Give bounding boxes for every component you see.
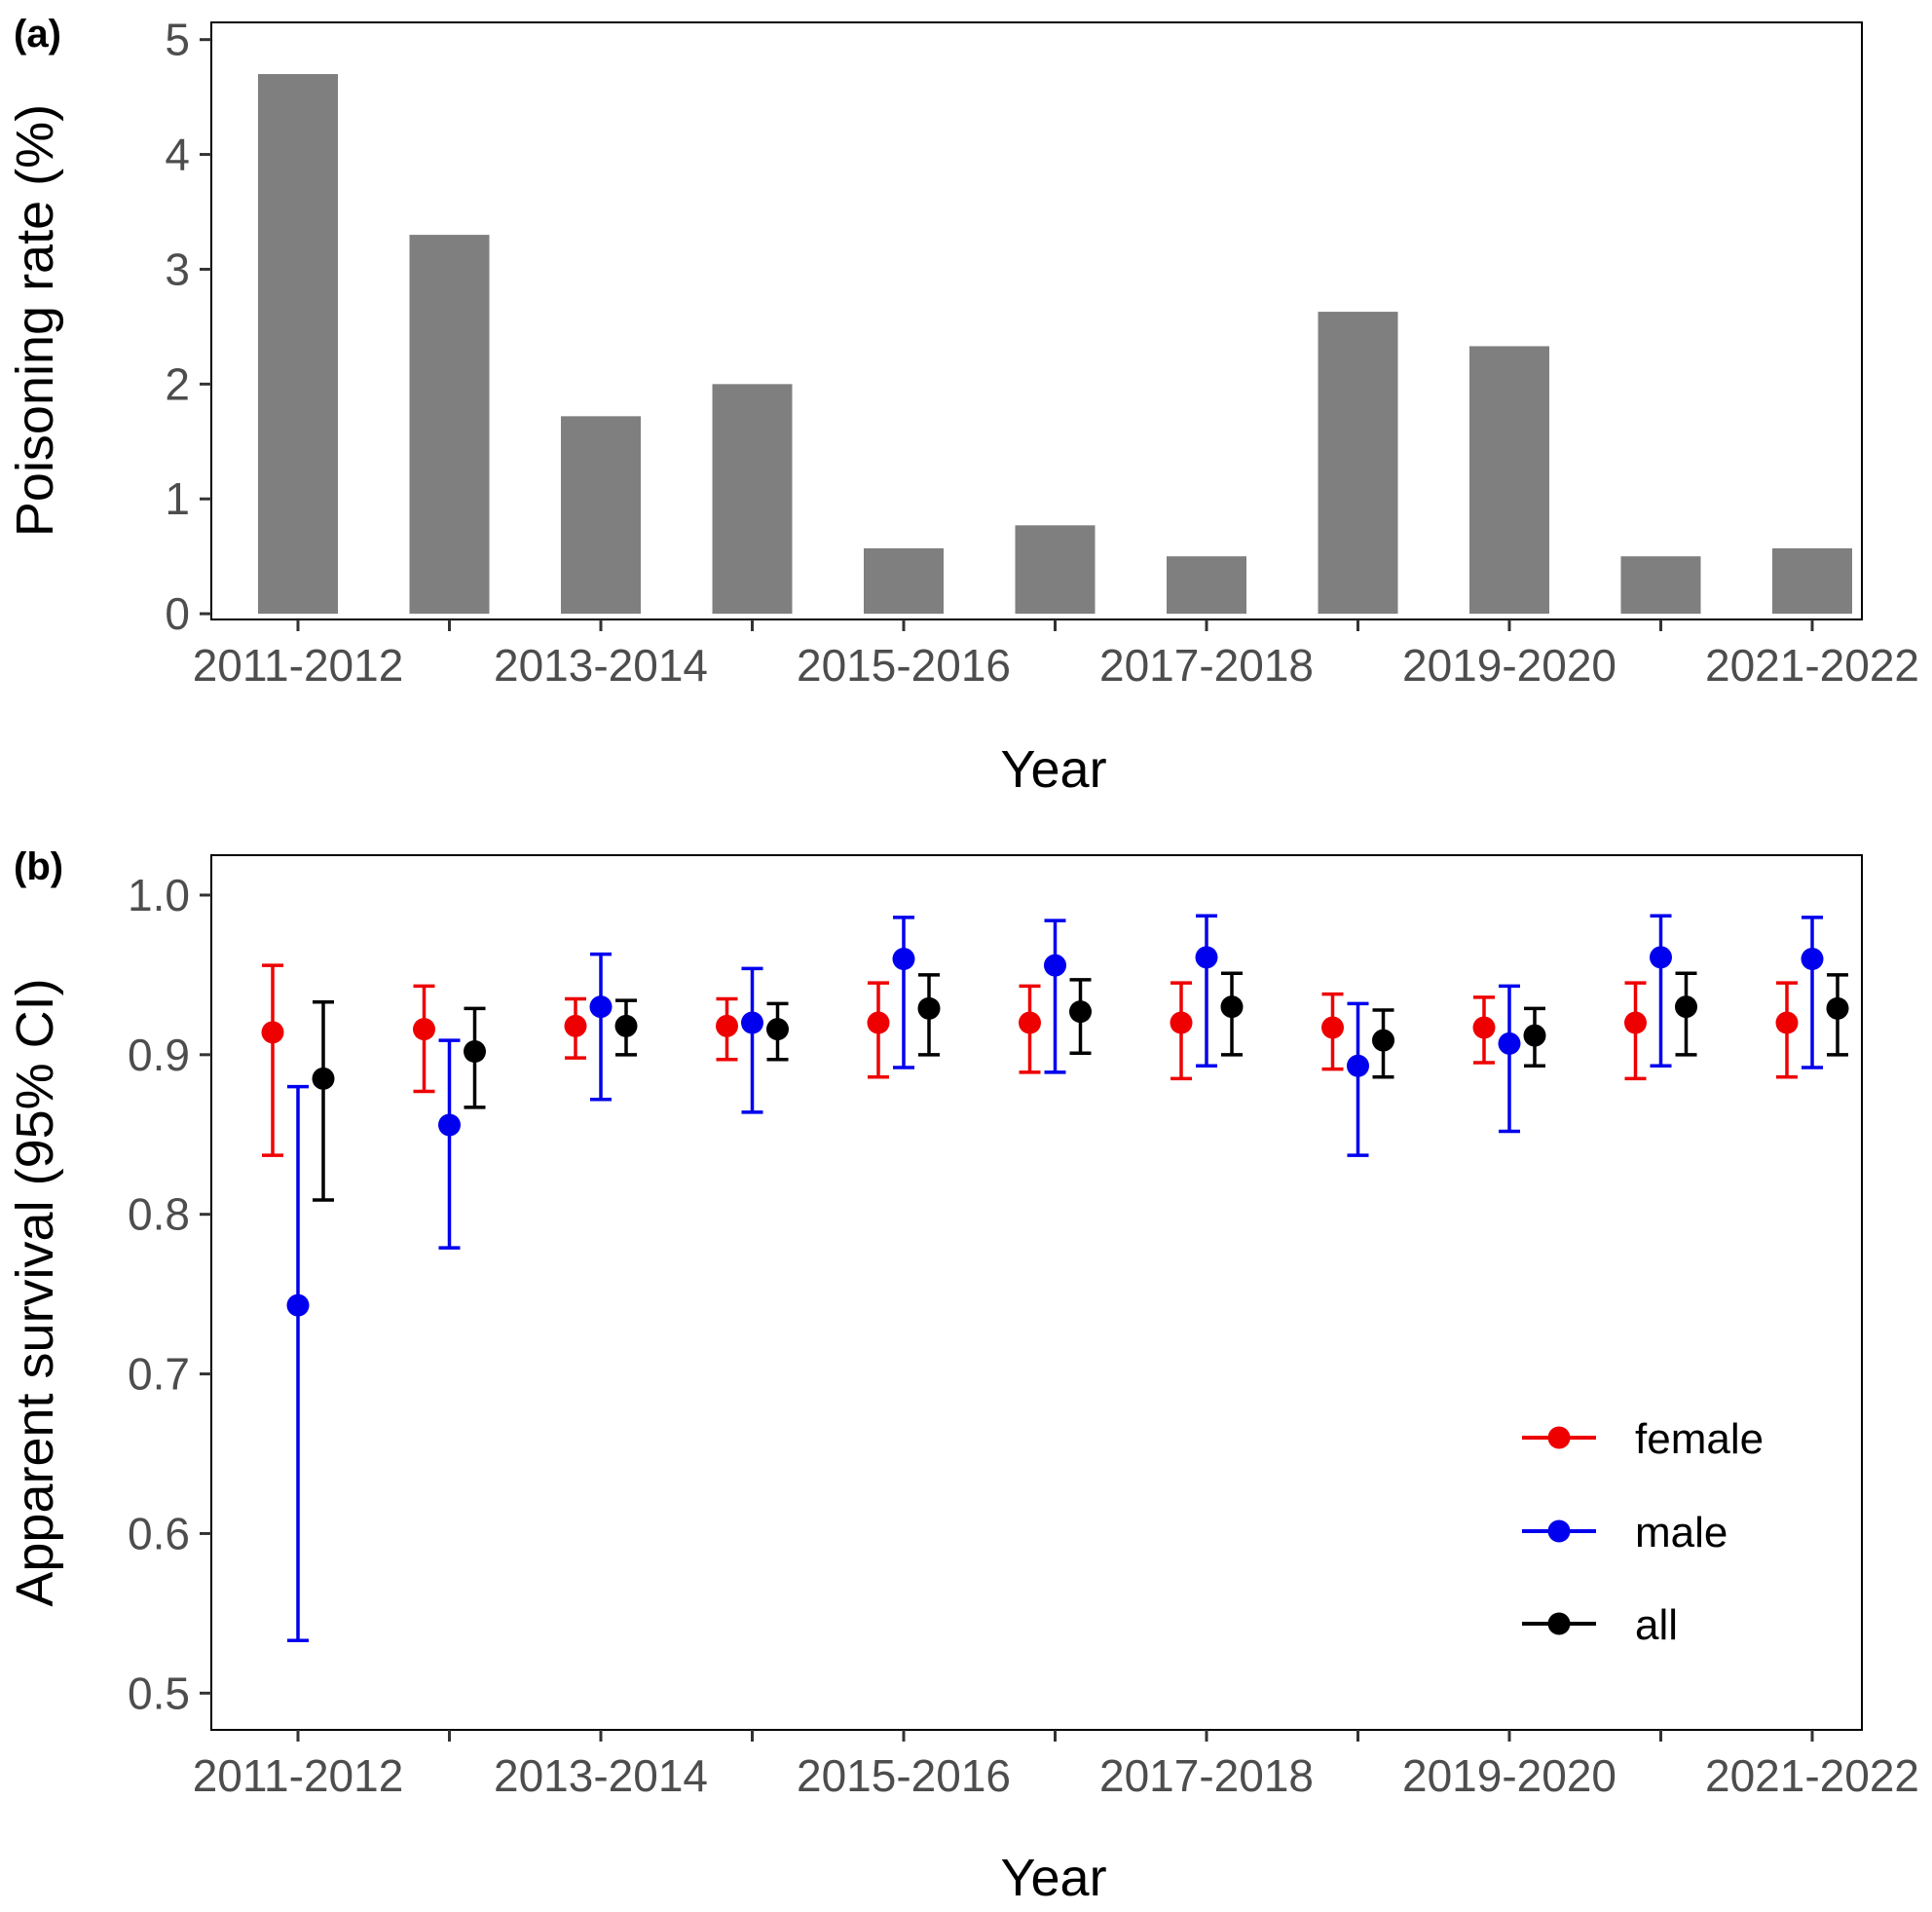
point [1321, 1016, 1344, 1039]
bar [258, 74, 338, 615]
bar [1167, 556, 1246, 615]
point [917, 996, 941, 1020]
bar [1620, 556, 1701, 615]
legend: female male all [1522, 1415, 1764, 1649]
point [413, 1018, 435, 1041]
point [312, 1067, 335, 1090]
panel-b-y-axis-title: Apparent survival (95% CI) [6, 978, 64, 1606]
y-tick-label: 0 [165, 588, 190, 639]
point [438, 1113, 461, 1137]
x-tick-label: 2021-2022 [1705, 640, 1919, 691]
legend-label: male [1635, 1509, 1728, 1556]
point [1170, 1011, 1193, 1034]
point [589, 995, 613, 1019]
series-male [286, 914, 1824, 1642]
bar [1469, 346, 1549, 615]
point [766, 1018, 789, 1041]
legend-item-male: male [1522, 1509, 1728, 1556]
x-tick-label: 2011-2012 [193, 640, 404, 691]
y-tick-label: 1.0 [128, 870, 190, 920]
y-tick-label: 4 [165, 130, 190, 180]
y-tick-label: 0.7 [128, 1349, 190, 1400]
point [892, 948, 915, 971]
point [1472, 1016, 1496, 1039]
y-tick-label: 5 [165, 15, 190, 65]
point [1775, 1011, 1799, 1034]
point [261, 1021, 284, 1044]
panel-a-y-axis: 0 1 2 3 4 5 [165, 15, 211, 639]
point [1675, 995, 1697, 1019]
bar [1318, 312, 1398, 615]
legend-label: female [1635, 1415, 1764, 1463]
y-tick-label: 0.5 [128, 1668, 190, 1718]
x-tick-label: 2019-2020 [1402, 640, 1616, 691]
point [1650, 946, 1672, 969]
panel-a-border [210, 21, 1863, 620]
point [1195, 946, 1218, 969]
panel-a-y-axis-title: Poisoning rate (%) [6, 104, 64, 537]
series-all [312, 971, 1849, 1202]
point [1624, 1011, 1647, 1034]
point [1498, 1031, 1521, 1055]
point [614, 1014, 638, 1037]
panel-b-tag: (b) [14, 845, 63, 888]
point [1069, 1000, 1092, 1024]
bar [409, 235, 490, 615]
point [1019, 1011, 1041, 1034]
points-group [261, 914, 1849, 1642]
point [1220, 995, 1244, 1019]
point [741, 1011, 763, 1034]
x-tick-label: 2013-2014 [494, 640, 708, 691]
legend-key-point [1547, 1519, 1571, 1543]
x-tick-label: 2011-2012 [193, 1750, 404, 1801]
legend-key-point [1547, 1426, 1571, 1449]
bar [1015, 525, 1096, 615]
point [867, 1011, 890, 1034]
bar [561, 416, 641, 615]
point [1523, 1024, 1546, 1047]
x-tick-label: 2015-2016 [797, 1750, 1011, 1801]
legend-key-point [1547, 1612, 1571, 1635]
y-tick-label: 3 [165, 244, 190, 294]
point [464, 1040, 486, 1064]
legend-label: all [1635, 1601, 1678, 1649]
point [1826, 996, 1849, 1020]
legend-item-all: all [1522, 1601, 1678, 1649]
x-tick-label: 2017-2018 [1099, 1750, 1314, 1801]
point [1801, 948, 1824, 971]
panel-a-x-axis-title: Year [1000, 740, 1106, 799]
y-tick-label: 0.9 [128, 1030, 190, 1080]
x-tick-label: 2015-2016 [797, 640, 1011, 691]
panel-a-tag: (a) [14, 13, 61, 56]
y-tick-label: 0.6 [128, 1508, 190, 1558]
y-tick-label: 0.8 [128, 1189, 190, 1240]
panel-a-x-axis: 2011-2012 2013-2014 2015-2016 2017-2018 2019… [193, 619, 1919, 691]
panel-b-border [210, 854, 1863, 1731]
x-tick-label: 2013-2014 [494, 1750, 708, 1801]
panel-b-x-axis-title: Year [1000, 1849, 1106, 1907]
panel-b-y-axis: 0.5 0.6 0.7 0.8 0.9 1.0 [128, 870, 211, 1718]
point [564, 1014, 587, 1037]
legend-item-female: female [1522, 1415, 1764, 1463]
series-female [261, 963, 1799, 1157]
x-tick-label: 2019-2020 [1402, 1750, 1616, 1801]
point [1347, 1054, 1369, 1077]
bar [712, 384, 793, 615]
x-tick-label: 2021-2022 [1705, 1750, 1919, 1801]
x-tick-label: 2017-2018 [1099, 640, 1314, 691]
panel-b-x-axis: 2011-2012 2013-2014 2015-2016 2017-2018 2019… [193, 1730, 1919, 1801]
point [286, 1293, 310, 1317]
point [716, 1014, 738, 1037]
bar [864, 547, 944, 615]
point [1044, 954, 1066, 977]
panel-b-apparent-survival: (b) 0.5 0.6 0.7 0.8 0.9 1.0 2011-2012 2013-201… [6, 845, 1919, 1907]
y-tick-label: 1 [165, 473, 190, 524]
y-tick-label: 2 [165, 358, 190, 409]
point [1372, 1029, 1394, 1052]
bar [1772, 547, 1852, 615]
bars-group [258, 74, 1852, 615]
